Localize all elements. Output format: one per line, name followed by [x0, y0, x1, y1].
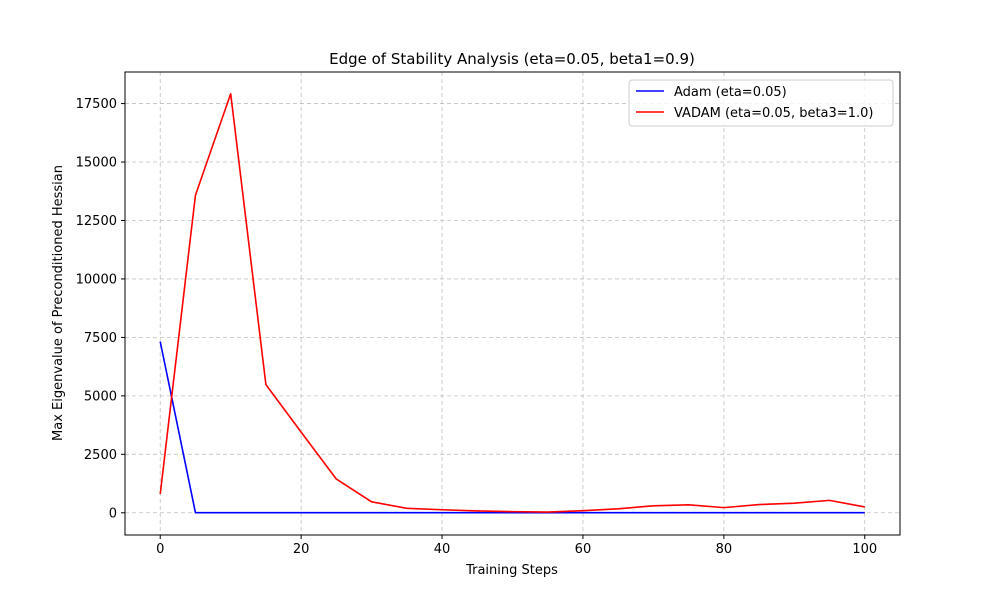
y-tick-label: 7500 [84, 331, 117, 346]
series-line-vadam [159, 92, 865, 513]
y-tick-label: 5000 [84, 389, 117, 404]
legend-label-vadam: VADAM (eta=0.05, beta3=1.0) [674, 106, 873, 121]
x-tick-label: 20 [293, 542, 310, 557]
x-tick-label: 60 [575, 542, 592, 557]
x-axis-label: Training Steps [465, 563, 558, 578]
y-tick-label: 10000 [76, 272, 117, 287]
x-tick-label: 40 [434, 542, 451, 557]
y-tick-label: 15000 [76, 156, 117, 171]
y-tick-label: 0 [109, 506, 117, 521]
plot-series [159, 92, 865, 514]
y-axis-ticks: 0 2500 5000 7500 10000 12500 15000 17500 [76, 97, 125, 521]
legend-label-adam: Adam (eta=0.05) [674, 85, 787, 100]
y-axis-label: Max Eigenvalue of Preconditioned Hessian [51, 165, 66, 441]
x-tick-label: 0 [156, 542, 164, 557]
chart-title: Edge of Stability Analysis (eta=0.05, be… [329, 50, 695, 68]
x-tick-label: 80 [716, 542, 733, 557]
y-tick-label: 17500 [76, 97, 117, 112]
grid-lines [125, 72, 900, 535]
plot-frame [124, 71, 901, 536]
legend-box [628, 79, 894, 127]
series-line-adam [159, 341, 865, 514]
x-axis-ticks: 0 20 40 60 80 100 [156, 535, 877, 557]
x-tick-label: 100 [852, 542, 877, 557]
y-tick-label: 12500 [76, 214, 117, 229]
y-tick-label: 2500 [84, 448, 117, 463]
legend: Adam (eta=0.05) VADAM (eta=0.05, beta3=1… [628, 79, 894, 127]
